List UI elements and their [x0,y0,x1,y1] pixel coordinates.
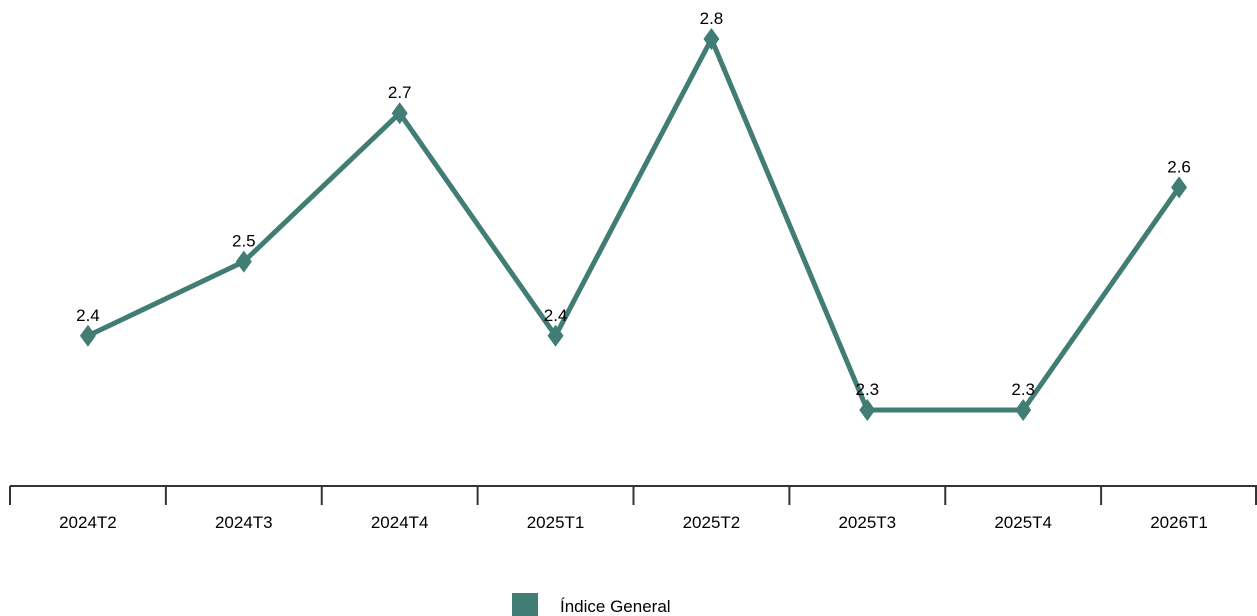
x-tick-label: 2024T4 [371,513,429,532]
x-tick-label: 2025T3 [838,513,896,532]
x-tick-label: 2024T3 [215,513,273,532]
data-label: 2.4 [76,306,100,325]
legend-swatch [512,593,538,616]
data-point-marker [1015,399,1032,421]
data-label: 2.3 [1011,380,1035,399]
data-label: 2.6 [1167,157,1191,176]
series-layer [85,36,1182,413]
data-labels-layer: 2.4 2.5 2.7 2.4 2.8 2.3 2.3 2.6 [76,9,1191,399]
x-tick-label: 2024T2 [59,513,117,532]
x-tick-label: 2025T4 [994,513,1052,532]
x-tick-label: 2025T1 [527,513,585,532]
data-label: 2.5 [232,232,256,251]
legend: Índice General [512,593,671,616]
x-tick-label: 2026T1 [1150,513,1208,532]
data-point-marker [859,399,876,421]
data-label: 2.8 [700,9,724,28]
data-point-marker [79,324,96,347]
data-point-marker [391,102,408,125]
x-axis: 2024T2 2024T3 2024T4 2025T1 2025T2 2025T3 2025… [9,485,1257,532]
data-label: 2.3 [855,380,879,399]
data-point-marker [547,324,564,347]
data-label: 2.4 [544,306,568,325]
data-label: 2.7 [388,83,412,102]
data-point-marker [235,250,252,273]
x-tick-label: 2025T2 [683,513,741,532]
markers-layer [79,28,1188,421]
series-line [85,36,1182,413]
data-point-marker [1171,176,1188,199]
data-point-marker [703,28,720,50]
legend-label: Índice General [560,597,671,616]
